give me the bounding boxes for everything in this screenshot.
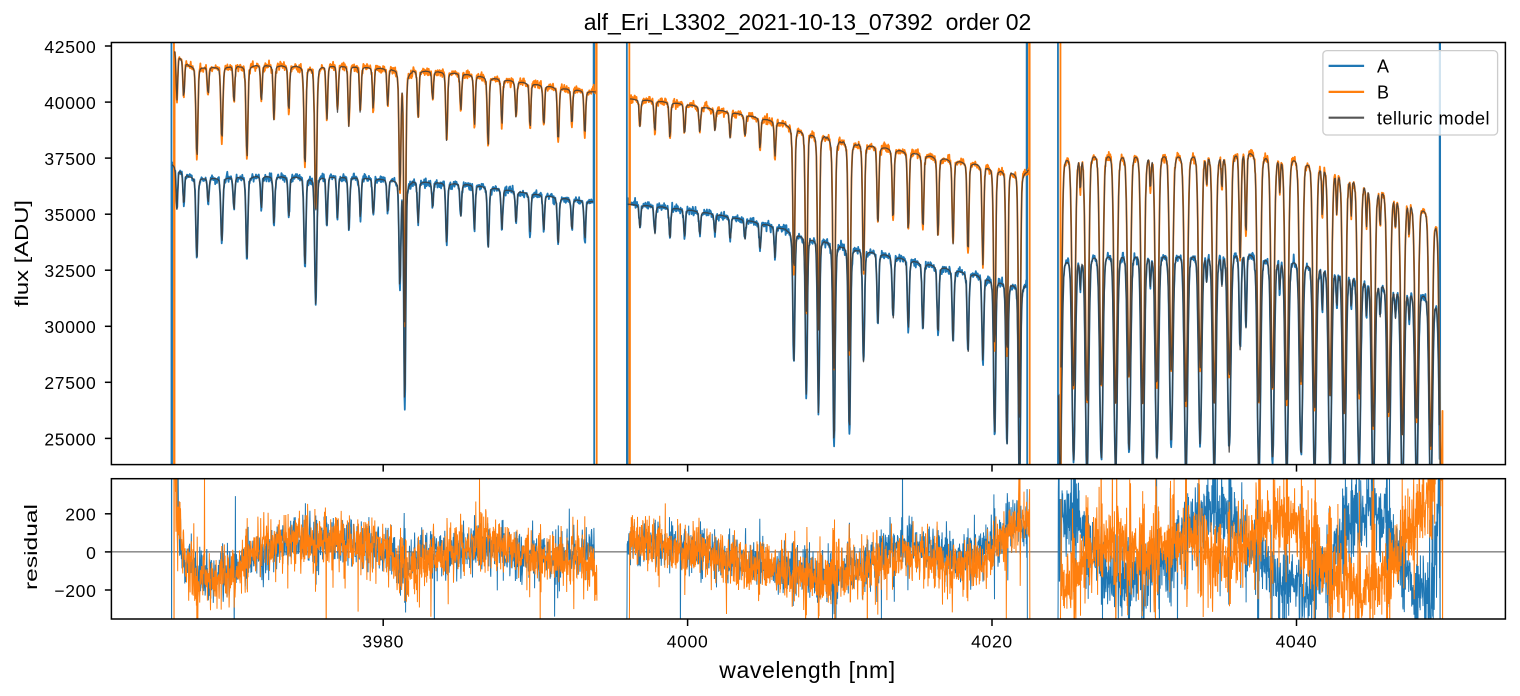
svg-text:25000: 25000 [44,429,96,449]
svg-text:wavelength [nm]: wavelength [nm] [718,657,895,683]
svg-text:30000: 30000 [44,317,96,337]
svg-text:37500: 37500 [44,149,96,169]
svg-text:residual: residual [21,504,41,590]
svg-text:40000: 40000 [44,93,96,113]
svg-text:3980: 3980 [362,632,404,652]
svg-text:A: A [1377,57,1390,77]
svg-text:200: 200 [65,505,96,525]
svg-text:4000: 4000 [667,632,709,652]
svg-text:42500: 42500 [44,37,96,57]
svg-text:27500: 27500 [44,373,96,393]
svg-text:35000: 35000 [44,205,96,225]
svg-text:0: 0 [86,543,96,563]
svg-text:4040: 4040 [1276,632,1318,652]
svg-text:B: B [1377,83,1390,103]
svg-text:telluric model: telluric model [1377,108,1490,128]
svg-text:alf_Eri_L3302_2021-10-13_07392: alf_Eri_L3302_2021-10-13_07392 order 02 [584,9,1032,35]
svg-text:32500: 32500 [44,261,96,281]
svg-text:flux [ADU]: flux [ADU] [12,200,32,307]
svg-text:4020: 4020 [971,632,1013,652]
svg-text:−200: −200 [54,581,96,601]
